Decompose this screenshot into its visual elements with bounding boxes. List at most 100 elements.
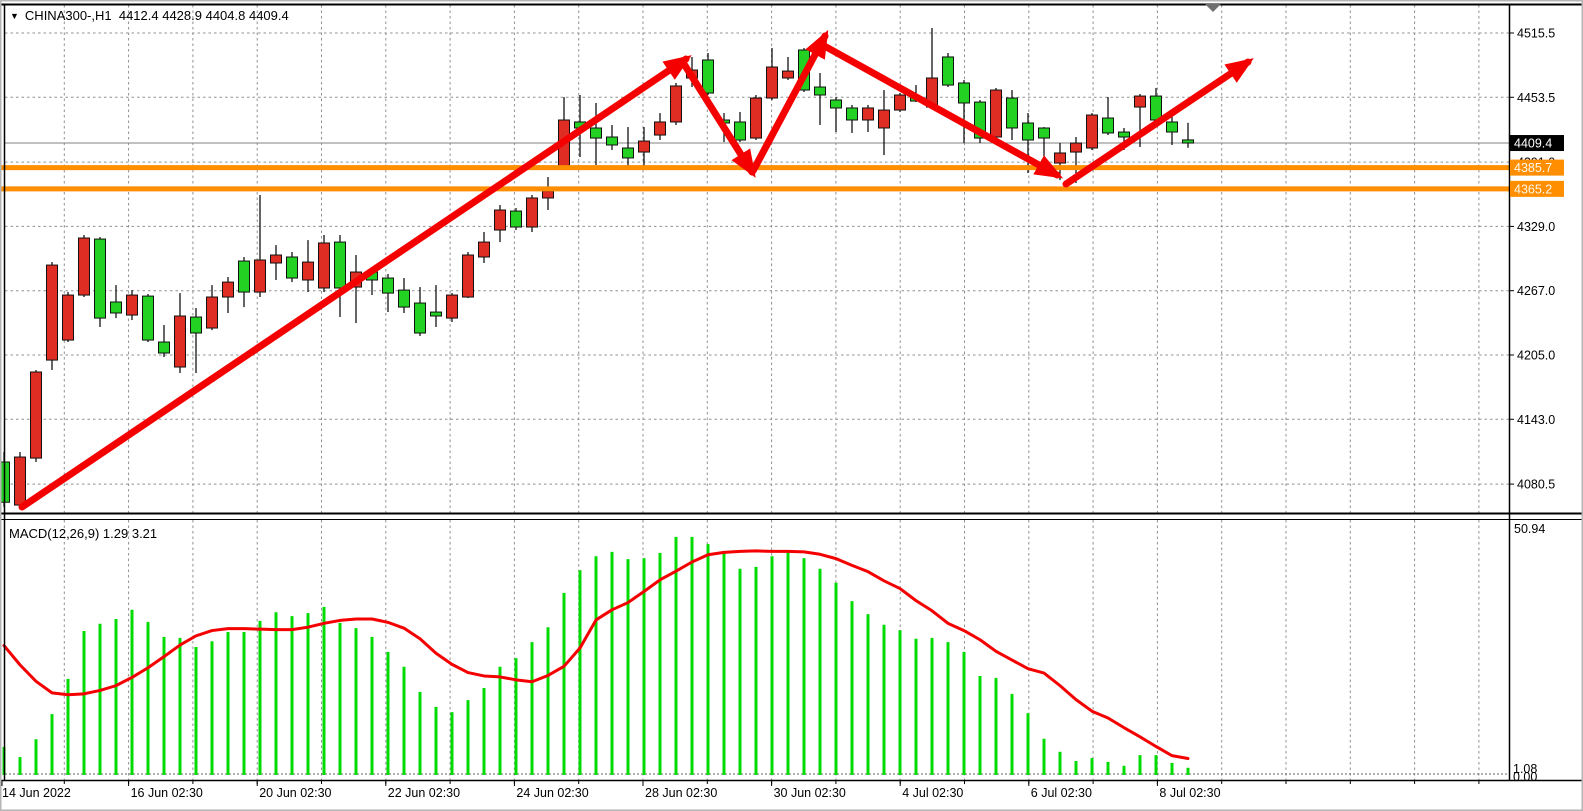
bear-candle-body — [1086, 114, 1098, 149]
bear-candle-body — [638, 140, 650, 153]
macd-axis-level-label: 1.08 — [1513, 762, 1537, 776]
bear-candle-body — [318, 242, 330, 289]
bull-candle-body — [110, 301, 122, 314]
current-price-badge-bg — [1510, 135, 1564, 152]
bear-candle-body — [206, 296, 218, 329]
trend-arrow[interactable] — [815, 39, 1064, 179]
macd-indicator-text: MACD(12,26,9) 1.29 3.21 — [9, 526, 158, 541]
bear-candle-body — [494, 209, 506, 231]
bull-candle-body — [606, 136, 618, 146]
bear-candle-body — [462, 254, 474, 298]
bull-candle-body — [830, 99, 842, 109]
time-axis-label: 4 Jul 02:30 — [902, 786, 963, 800]
bull-candle-body — [974, 101, 986, 139]
bull-candle-body — [382, 277, 394, 294]
bull-candle-body — [702, 59, 714, 94]
time-axis-label: 16 Jun 02:30 — [131, 786, 203, 800]
bear-candle-body — [30, 371, 42, 459]
bear-candle-body — [542, 190, 554, 199]
bull-candle-body — [958, 82, 970, 104]
price-axis-label: 4453.5 — [1517, 91, 1555, 105]
bear-candle-body — [14, 456, 26, 506]
bear-candle-body — [174, 315, 186, 368]
bear-candle-body — [446, 294, 458, 319]
bull-candle-body — [622, 147, 634, 159]
time-axis[interactable]: 14 Jun 2022 16 Jun 02:30 20 Jun 02:30 22 Ju… — [1, 781, 1480, 800]
bull-candle-body — [814, 86, 826, 96]
bear-candle-body — [78, 237, 90, 296]
bull-candle-body — [286, 256, 298, 279]
bear-candle-body — [878, 109, 890, 129]
bear-candle-body — [270, 254, 282, 264]
bear-candle-body — [1134, 95, 1146, 108]
scroll-marker-icon[interactable] — [1205, 4, 1221, 12]
macd-axis-zero-label: 0.00 — [1513, 770, 1537, 784]
bear-candle-body — [222, 281, 234, 298]
bull-candle-body — [1102, 117, 1114, 134]
time-axis-label: 20 Jun 02:30 — [259, 786, 331, 800]
level-price-badge-text: 4365.2 — [1514, 182, 1552, 196]
bull-candle-body — [398, 289, 410, 308]
macd-axis[interactable]: 50.94 1.080.00 — [1513, 522, 1545, 784]
macd-signal-line — [2, 549, 1190, 760]
bear-candle-body — [46, 264, 58, 361]
macd-histogram — [2, 536, 1190, 775]
price-axis-label: 4080.5 — [1517, 478, 1555, 492]
level-price-badge-text: 4385.7 — [1514, 161, 1552, 175]
bull-candle-body — [942, 56, 954, 86]
level-price-badge-bg — [1510, 159, 1564, 176]
bear-candle-body — [670, 85, 682, 123]
bear-candle-body — [782, 70, 794, 79]
time-axis-label: 28 Jun 02:30 — [645, 786, 717, 800]
bear-candle-body — [302, 261, 314, 281]
price-axis-label: 4267.0 — [1517, 284, 1555, 298]
trend-arrow[interactable] — [18, 55, 692, 511]
bull-candle-body — [414, 302, 426, 334]
price-axis-label: 4143.0 — [1517, 413, 1555, 427]
bear-candle-body — [990, 89, 1002, 138]
bull-candle-body — [1118, 131, 1130, 138]
bear-candle-body — [254, 259, 266, 293]
time-axis-label: 30 Jun 02:30 — [774, 786, 846, 800]
bull-candle-body — [142, 295, 154, 341]
trend-arrow[interactable] — [680, 60, 756, 178]
trend-arrow[interactable] — [1062, 58, 1254, 188]
bull-candle-body — [1006, 97, 1018, 129]
symbol-dropdown-icon[interactable]: ▼ — [10, 11, 19, 21]
bear-candle-body — [750, 97, 762, 139]
trend-arrow[interactable] — [749, 29, 829, 175]
bear-candle-body — [894, 94, 906, 111]
current-price-badge-text: 4409.4 — [1514, 137, 1552, 151]
price-axis-label: 4205.0 — [1517, 348, 1555, 362]
time-axis-label: 6 Jul 02:30 — [1031, 786, 1092, 800]
bull-candle-body — [590, 127, 602, 139]
bear-candle-body — [526, 197, 538, 228]
bull-candle-body — [1038, 127, 1050, 139]
level-price-badge: 4365.2 — [1510, 180, 1564, 197]
candlestick-series — [0, 28, 1194, 508]
bull-candle-body — [158, 341, 170, 354]
price-axis-label: 4515.5 — [1517, 27, 1555, 41]
current-price-badge: 4409.4 — [1510, 135, 1564, 152]
bear-candle-body — [62, 294, 74, 341]
macd-axis-max-label: 50.94 — [1514, 522, 1545, 536]
time-axis-label: 14 Jun 2022 — [2, 786, 71, 800]
bull-candle-body — [1166, 121, 1178, 133]
level-price-badge: 4385.7 — [1510, 159, 1564, 176]
bull-candle-body — [334, 241, 346, 289]
time-axis-label: 8 Jul 02:30 — [1159, 786, 1220, 800]
bull-candle-body — [190, 316, 202, 334]
bear-candle-body — [654, 121, 666, 136]
bull-candle-body — [510, 210, 522, 228]
bull-candle-body — [846, 107, 858, 121]
time-axis-label: 22 Jun 02:30 — [388, 786, 460, 800]
bull-candle-body — [430, 311, 442, 317]
trend-arrows[interactable] — [18, 29, 1254, 511]
bear-candle-body — [478, 241, 490, 258]
bear-candle-body — [1070, 142, 1082, 153]
macd-indicator-label: MACD(12,26,9) 1.29 3.21 — [9, 526, 157, 541]
bear-candle-body — [766, 66, 778, 99]
